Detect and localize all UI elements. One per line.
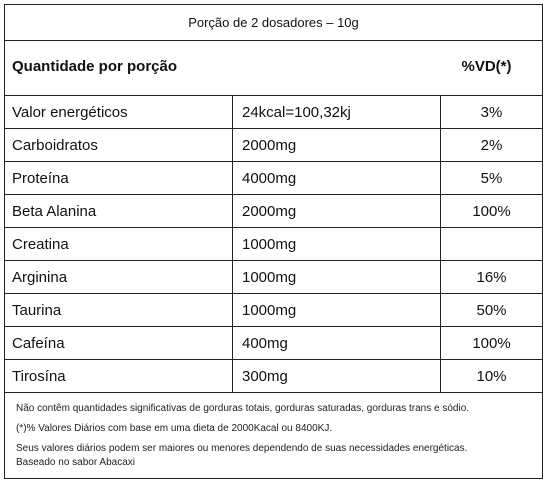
table-row: Tirosína 300mg 10%: [5, 359, 542, 393]
nutrient-name: Arginina: [5, 260, 233, 294]
footnote-flavor: Baseado no sabor Abacaxi: [16, 457, 135, 468]
nutrient-amount: 1000mg: [232, 293, 441, 327]
table-row: Beta Alanina 2000mg 100%: [5, 194, 542, 228]
table-header: Quantidade por porção %VD(*): [5, 41, 542, 96]
nutrition-table: Valor energéticos 24kcal=100,32kj 3% Car…: [5, 96, 542, 393]
quantity-per-portion-label: Quantidade por porção: [12, 58, 178, 75]
nutrient-amount: 24kcal=100,32kj: [232, 96, 441, 129]
nutrient-name: Taurina: [5, 293, 233, 327]
nutrient-amount: 300mg: [232, 359, 441, 393]
table-row: Creatina 1000mg: [5, 227, 542, 261]
footnote-individual-needs: Seus valores diários podem ser maiores o…: [16, 443, 468, 454]
nutrient-name: Carboidratos: [5, 128, 233, 162]
nutrient-daily-value: 16%: [440, 260, 542, 294]
nutrient-daily-value: [440, 227, 542, 261]
nutrient-daily-value: 5%: [440, 161, 542, 195]
nutrient-amount: 4000mg: [232, 161, 441, 195]
nutrient-amount: 1000mg: [232, 260, 441, 294]
daily-value-label: %VD(*): [461, 58, 512, 75]
portion-header: Porção de 2 dosadores – 10g: [5, 5, 542, 41]
nutrient-daily-value: 3%: [440, 96, 542, 129]
table-row: Cafeína 400mg 100%: [5, 326, 542, 360]
nutrient-name: Creatina: [5, 227, 233, 261]
nutrient-name: Tirosína: [5, 359, 233, 393]
nutrient-name: Proteína: [5, 161, 233, 195]
table-row: Valor energéticos 24kcal=100,32kj 3%: [5, 96, 542, 129]
table-row: Taurina 1000mg 50%: [5, 293, 542, 327]
table-row: Carboidratos 2000mg 2%: [5, 128, 542, 162]
nutrient-amount: 400mg: [232, 326, 441, 360]
nutrient-name: Beta Alanina: [5, 194, 233, 228]
nutrient-daily-value: 100%: [440, 326, 542, 360]
nutrition-facts-panel: Porção de 2 dosadores – 10g Quantidade p…: [4, 4, 543, 479]
nutrient-daily-value: 100%: [440, 194, 542, 228]
table-row: Arginina 1000mg 16%: [5, 260, 542, 294]
footnote-insignificant-amounts: Não contêm quantidades significativas de…: [16, 403, 470, 414]
footnotes: Não contêm quantidades significativas de…: [5, 393, 542, 470]
table-row: Proteína 4000mg 5%: [5, 161, 542, 195]
nutrient-amount: 2000mg: [232, 128, 441, 162]
nutrient-name: Valor energéticos: [5, 96, 233, 129]
nutrient-name: Cafeína: [5, 326, 233, 360]
nutrient-daily-value: 50%: [440, 293, 542, 327]
nutrient-amount: 1000mg: [232, 227, 441, 261]
nutrient-daily-value: 2%: [440, 128, 542, 162]
nutrient-amount: 2000mg: [232, 194, 441, 228]
footnote-daily-values-basis: (*)% Valores Diários com base em uma die…: [16, 423, 333, 434]
nutrient-daily-value: 10%: [440, 359, 542, 393]
